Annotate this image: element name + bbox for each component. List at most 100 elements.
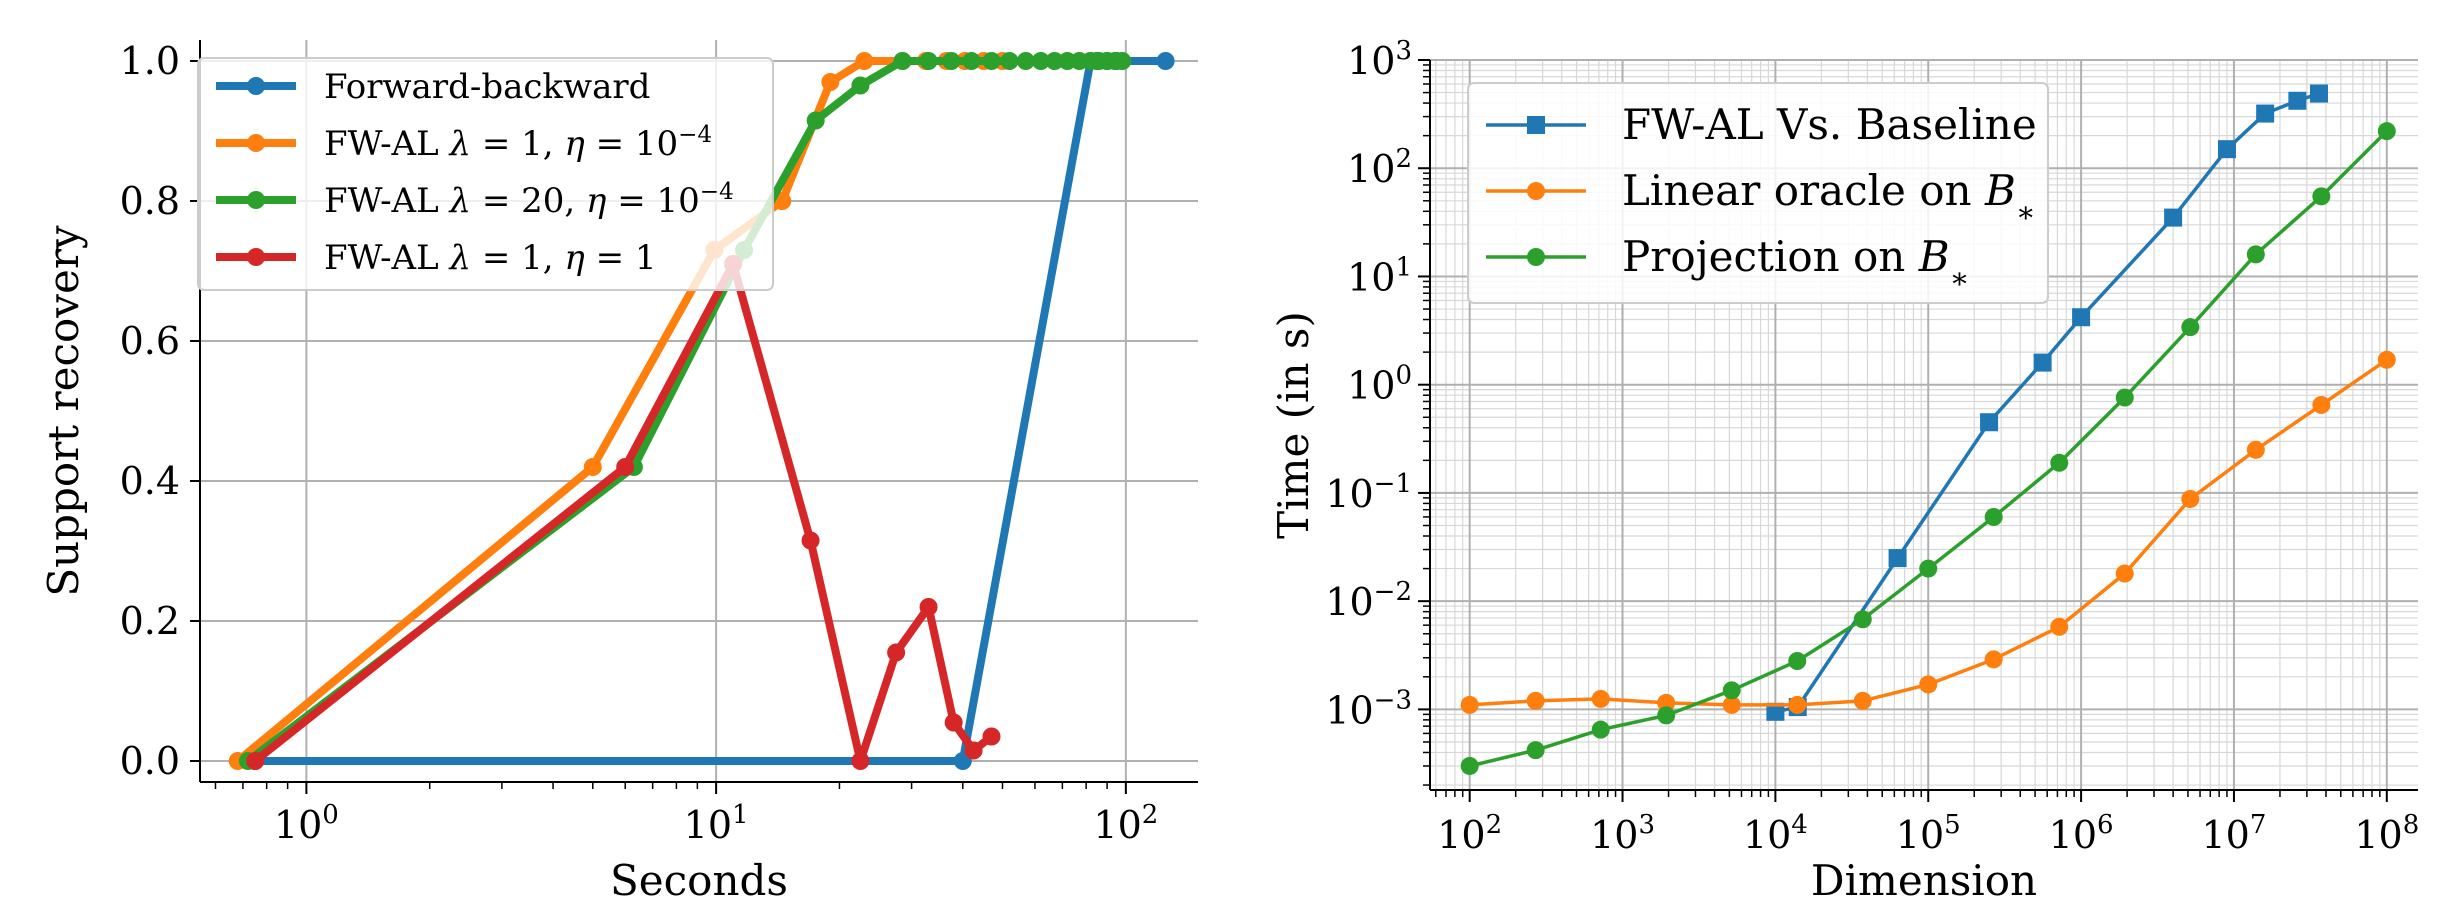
right-series-1 — [1460, 350, 2396, 714]
left-data-point — [964, 741, 983, 760]
left-data-point — [1000, 52, 1019, 70]
right-data-point — [2072, 308, 2091, 327]
right-data-point — [1788, 695, 1807, 714]
left-data-point — [855, 52, 874, 70]
left-data-point — [246, 752, 265, 770]
right-legend-marker — [1527, 116, 1545, 134]
right-data-point — [1919, 675, 1938, 694]
left-data-point — [1016, 52, 1035, 70]
left-data-point — [962, 52, 981, 70]
left-data-point — [851, 76, 870, 95]
right-data-point — [1788, 651, 1807, 670]
left-legend-marker — [247, 191, 265, 209]
right-data-point — [1980, 413, 1999, 432]
left-data-point — [919, 598, 938, 616]
right-data-point — [1460, 695, 1479, 714]
right-y-axis-label: Time (in s) — [1269, 311, 1318, 539]
right-data-point — [1766, 702, 1785, 721]
left-data-point — [801, 531, 820, 550]
left-series — [228, 52, 1175, 770]
right-legend-marker — [1527, 248, 1545, 266]
right-data-point — [1984, 507, 2003, 526]
left-series-3 — [246, 255, 1001, 770]
right-x-tick-label: 104 — [1743, 810, 1808, 857]
right-series-2 — [1460, 122, 2396, 775]
right-data-point — [1591, 720, 1610, 739]
left-data-point — [821, 73, 840, 91]
right-legend-label: FW-AL Vs. Baseline — [1622, 100, 2037, 149]
left-series-line — [252, 260, 994, 765]
left-legend-box — [197, 57, 774, 291]
right-data-point — [1853, 691, 1872, 710]
left-y-tick-label: 0.0 — [120, 739, 180, 783]
right-legend-label: Projection on B∗ — [1622, 232, 1969, 295]
right-data-point — [2181, 489, 2200, 508]
right-data-point — [2377, 350, 2396, 369]
right-data-point — [1722, 681, 1741, 700]
right-data-point — [2033, 353, 2052, 372]
left-data-point — [583, 458, 602, 476]
right-data-point — [2050, 617, 2069, 636]
left-data-point — [982, 52, 1001, 70]
right-data-point — [1657, 706, 1676, 725]
left-legend-label: Forward-backward — [324, 67, 650, 107]
left-data-point — [851, 752, 870, 770]
right-data-point — [1722, 695, 1741, 714]
right-y-tick-label: 103 — [1347, 36, 1412, 83]
right-data-point — [2217, 140, 2236, 159]
right-y-tick-label: 100 — [1347, 361, 1412, 408]
left-legend-marker — [247, 134, 265, 152]
left-data-point — [942, 52, 961, 70]
right-axes — [1429, 60, 2418, 791]
left-legend-label: FW-AL λ = 1, η = 1 — [324, 238, 657, 278]
left-data-point — [1113, 52, 1132, 70]
right-data-point — [2256, 104, 2275, 123]
left-data-point — [1031, 52, 1050, 70]
right-data-point — [1591, 689, 1610, 708]
right-data-point — [2309, 84, 2328, 103]
right-y-tick-label: 10−1 — [1325, 469, 1412, 516]
right-data-point — [2288, 91, 2307, 110]
left-y-tick-label: 0.6 — [120, 319, 180, 363]
right-data-point — [2312, 395, 2331, 414]
right-data-point — [1984, 650, 2003, 669]
left-data-point — [919, 52, 938, 70]
left-x-tick-label: 102 — [1093, 800, 1158, 847]
left-data-point — [1045, 52, 1064, 70]
right-x-tick-label: 108 — [2354, 810, 2419, 857]
right-data-point — [1526, 741, 1545, 760]
left-legend-label: FW-AL λ = 1, η = 10−4 — [324, 122, 712, 164]
right-x-tick-label: 102 — [1437, 810, 1502, 857]
right-data-point — [2164, 208, 2183, 227]
right-x-tick-label: 105 — [1896, 810, 1961, 857]
right-y-tick-label: 10−3 — [1325, 685, 1412, 732]
left-legend-marker — [247, 248, 265, 266]
right-data-point — [1460, 756, 1479, 775]
right-x-tick-label: 103 — [1590, 810, 1655, 857]
right-y-tick-label: 10−2 — [1325, 577, 1412, 624]
left-data-point — [806, 111, 825, 130]
right-series-0 — [1766, 84, 2328, 721]
left-y-axis-label: Support recovery — [39, 225, 88, 597]
right-data-point — [2115, 388, 2134, 407]
right-legend: FW-AL Vs. Baseline Linear oracle on B∗Pro… — [1467, 82, 2049, 304]
left-y-tick-label: 0.2 — [120, 599, 180, 643]
left-x-tick-label: 101 — [684, 800, 749, 847]
right-legend-label: Linear oracle on B∗ — [1622, 166, 2036, 229]
left-data-point — [887, 643, 906, 662]
left-y-tick-label: 1.0 — [120, 39, 180, 83]
right-data-point — [2312, 187, 2331, 206]
right-legend-marker — [1527, 182, 1545, 200]
right-data-point — [1853, 610, 1872, 629]
right-y-tick-label: 101 — [1347, 252, 1412, 299]
left-chart: 0.0 0.2 0.4 0.6 0.8 1.0 100 101 102 Seconds Supp… — [39, 39, 1198, 899]
left-x-axis-label: Seconds — [610, 856, 788, 899]
left-legend-marker — [247, 77, 265, 95]
right-data-point — [2246, 440, 2265, 459]
right-x-tick-label: 106 — [2049, 810, 2114, 857]
left-data-point — [1156, 52, 1175, 70]
left-legend-label: FW-AL λ = 20, η = 10−4 — [324, 179, 734, 221]
right-series — [1460, 84, 2396, 775]
right-data-point — [2377, 122, 2396, 141]
